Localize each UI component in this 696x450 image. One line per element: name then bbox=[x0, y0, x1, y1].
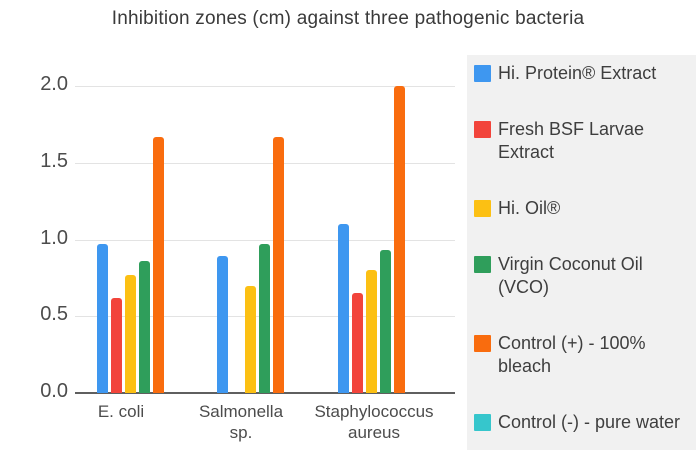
y-tick-label: 1.5 bbox=[40, 149, 68, 172]
bar bbox=[153, 137, 164, 393]
bar bbox=[352, 293, 363, 393]
legend-item: Virgin Coconut Oil (VCO) bbox=[474, 253, 688, 299]
bar bbox=[338, 224, 349, 393]
legend-swatch bbox=[474, 65, 491, 82]
gridline bbox=[75, 86, 455, 87]
legend-swatch bbox=[474, 200, 491, 217]
legend-swatch bbox=[474, 256, 491, 273]
legend-swatch bbox=[474, 414, 491, 431]
legend-swatch bbox=[474, 121, 491, 138]
legend-label: Control (-) - pure water bbox=[498, 412, 681, 432]
y-tick-label: 1.0 bbox=[40, 226, 68, 249]
legend-label: Hi. Oil® bbox=[498, 198, 561, 218]
bar bbox=[111, 298, 122, 393]
legend-label: Control (+) - 100% bleach bbox=[498, 333, 646, 376]
bar-group bbox=[217, 137, 298, 393]
bar bbox=[366, 270, 377, 393]
y-tick-label: 2.0 bbox=[40, 73, 68, 95]
legend-panel: Hi. Protein® Extract Fresh BSF Larvae Ext… bbox=[467, 55, 696, 450]
category-label: E. coli bbox=[97, 402, 145, 421]
bar-group bbox=[97, 137, 178, 393]
legend-item: Fresh BSF Larvae Extract bbox=[474, 118, 688, 164]
legend-label: Virgin Coconut Oil (VCO) bbox=[498, 254, 643, 297]
category-label: Salmonella sp. bbox=[198, 402, 284, 442]
bar bbox=[139, 261, 150, 393]
bar bbox=[245, 286, 256, 393]
bar bbox=[380, 250, 391, 393]
plot-area: E. coli Salmonella sp. Staphylococcus aureus bbox=[75, 86, 455, 442]
legend-item: Hi. Oil® bbox=[474, 197, 688, 220]
y-tick-label: 0.0 bbox=[40, 380, 68, 402]
bar-group bbox=[338, 86, 419, 393]
x-axis-line bbox=[75, 392, 455, 394]
bar bbox=[217, 256, 228, 393]
legend-item: Hi. Protein® Extract bbox=[474, 62, 688, 85]
legend-label: Fresh BSF Larvae Extract bbox=[498, 119, 645, 162]
gridline bbox=[75, 239, 455, 241]
bar bbox=[273, 137, 284, 393]
bar bbox=[125, 275, 136, 393]
bar bbox=[259, 244, 270, 393]
y-tick-label: 0.5 bbox=[40, 303, 68, 326]
chart-title: Inhibition zones (cm) against three path… bbox=[111, 8, 585, 29]
legend-label: Hi. Protein® Extract bbox=[498, 63, 657, 83]
gridline bbox=[75, 162, 455, 164]
legend-item: Control (-) - pure water bbox=[474, 411, 688, 434]
bar bbox=[97, 244, 108, 393]
legend-swatch bbox=[474, 335, 491, 352]
legend-item: Control (+) - 100% bleach bbox=[474, 332, 688, 378]
category-label: Staphylococcus aureus bbox=[314, 402, 434, 442]
bar bbox=[394, 86, 405, 393]
